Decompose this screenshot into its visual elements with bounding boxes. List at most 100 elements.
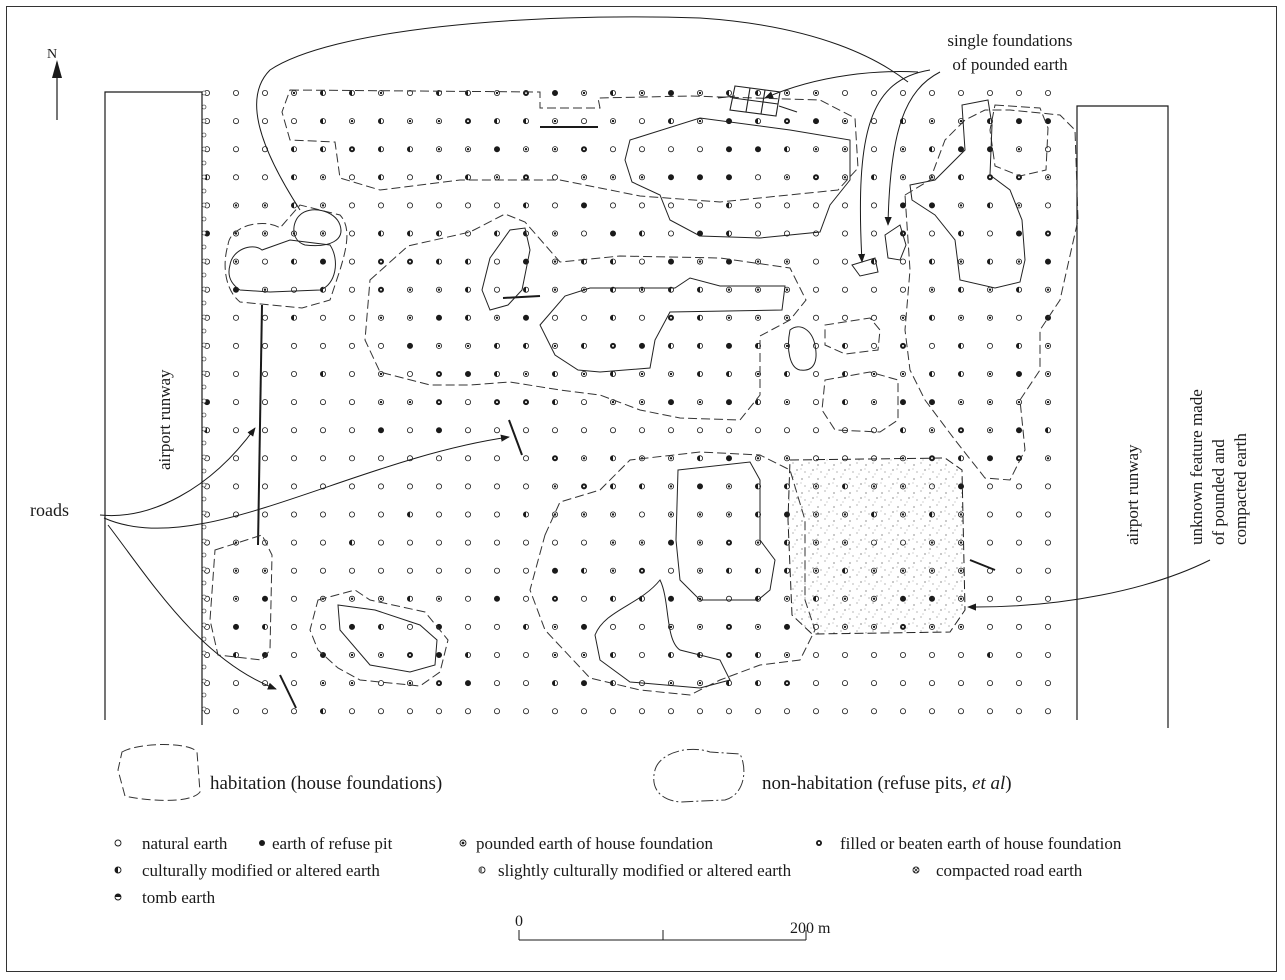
sample-point xyxy=(784,399,791,406)
sample-point xyxy=(319,174,326,181)
sample-point xyxy=(493,567,500,574)
sample-point xyxy=(552,174,559,181)
sample-point xyxy=(697,370,704,377)
sample-point xyxy=(406,230,413,237)
sample-point xyxy=(290,427,297,434)
sample-point xyxy=(958,258,965,265)
sample-point xyxy=(581,146,588,153)
sample-point xyxy=(319,230,326,237)
unknown-feature-label: unknown feature made of pounded and comp… xyxy=(1187,389,1250,545)
sample-point xyxy=(435,230,442,237)
sample-point xyxy=(377,511,384,518)
sample-point xyxy=(552,623,559,630)
sample-point xyxy=(755,202,762,209)
sample-point xyxy=(523,511,530,518)
sample-point xyxy=(581,342,588,349)
sample-point xyxy=(581,90,588,97)
sample-point xyxy=(929,230,936,237)
sample-point xyxy=(784,455,791,462)
sample-point xyxy=(319,708,326,715)
sample-point xyxy=(261,202,268,209)
sample-point xyxy=(261,652,268,659)
sample-point xyxy=(348,202,355,209)
sample-point xyxy=(377,230,384,237)
sample-point xyxy=(377,118,384,125)
sample-point xyxy=(435,511,442,518)
sample-point xyxy=(755,342,762,349)
sample-point xyxy=(610,708,617,715)
sample-point xyxy=(929,652,936,659)
sample-point xyxy=(813,174,820,181)
sample-point xyxy=(290,483,297,490)
sample-point xyxy=(464,370,471,377)
sample-point xyxy=(493,286,500,293)
sample-point xyxy=(900,202,907,209)
sample-point xyxy=(377,286,384,293)
sample-point xyxy=(987,258,994,265)
sample-point xyxy=(406,483,413,490)
sample-point xyxy=(958,652,965,659)
sample-point xyxy=(464,258,471,265)
sample-point xyxy=(1016,399,1023,406)
sample-point xyxy=(435,455,442,462)
sample-point xyxy=(610,342,617,349)
sample-point xyxy=(261,511,268,518)
sample-point xyxy=(871,230,878,237)
sample-point xyxy=(929,680,936,687)
sample-point xyxy=(406,595,413,602)
sample-point xyxy=(319,680,326,687)
habitation-zones xyxy=(209,89,1079,696)
sample-point xyxy=(639,314,646,321)
sample-point xyxy=(377,708,384,715)
sample-point xyxy=(842,90,849,97)
sample-point xyxy=(784,595,791,602)
sample-point xyxy=(1016,342,1023,349)
sample-point xyxy=(377,539,384,546)
sample-point xyxy=(755,258,762,265)
svg-text:slightly culturally modified o: slightly culturally modified or altered … xyxy=(498,861,792,880)
sample-point xyxy=(639,708,646,715)
sample-point xyxy=(1016,146,1023,153)
sample-point xyxy=(552,680,559,687)
legend-pounded: pounded earth of house foundation xyxy=(459,834,713,853)
sample-point xyxy=(900,680,907,687)
natural-earth-symbol xyxy=(114,839,122,847)
sample-point xyxy=(639,146,646,153)
sample-point xyxy=(406,342,413,349)
sample-point xyxy=(1016,567,1023,574)
sample-point xyxy=(610,230,617,237)
sample-point xyxy=(581,567,588,574)
sample-point xyxy=(464,455,471,462)
sample-point xyxy=(435,652,442,659)
sample-point xyxy=(290,342,297,349)
north-arrow: N xyxy=(47,47,62,120)
sample-point xyxy=(871,286,878,293)
sample-point xyxy=(435,427,442,434)
svg-text:tomb earth: tomb earth xyxy=(142,888,216,907)
sample-point xyxy=(842,202,849,209)
sample-point xyxy=(929,286,936,293)
sample-point xyxy=(668,455,675,462)
sample-point xyxy=(377,652,384,659)
sample-point xyxy=(1045,595,1052,602)
sample-point xyxy=(377,427,384,434)
sample-point xyxy=(464,230,471,237)
sample-point xyxy=(523,680,530,687)
sample-point xyxy=(290,90,297,97)
sample-point xyxy=(755,455,762,462)
sample-point xyxy=(784,370,791,377)
habitation-swatch xyxy=(117,744,201,801)
legend-road: compacted road earth xyxy=(912,861,1083,880)
scale-end: 200 m xyxy=(790,920,831,937)
sample-point xyxy=(261,399,268,406)
runway-left xyxy=(104,91,203,725)
sample-point xyxy=(610,511,617,518)
sample-point xyxy=(958,202,965,209)
legend-filled: filled or beaten earth of house foundati… xyxy=(816,834,1122,853)
sample-point xyxy=(639,230,646,237)
sample-point xyxy=(435,595,442,602)
sample-point xyxy=(552,399,559,406)
scale-bar: 0 200 m xyxy=(515,913,831,941)
sample-point xyxy=(842,652,849,659)
sample-point xyxy=(290,370,297,377)
